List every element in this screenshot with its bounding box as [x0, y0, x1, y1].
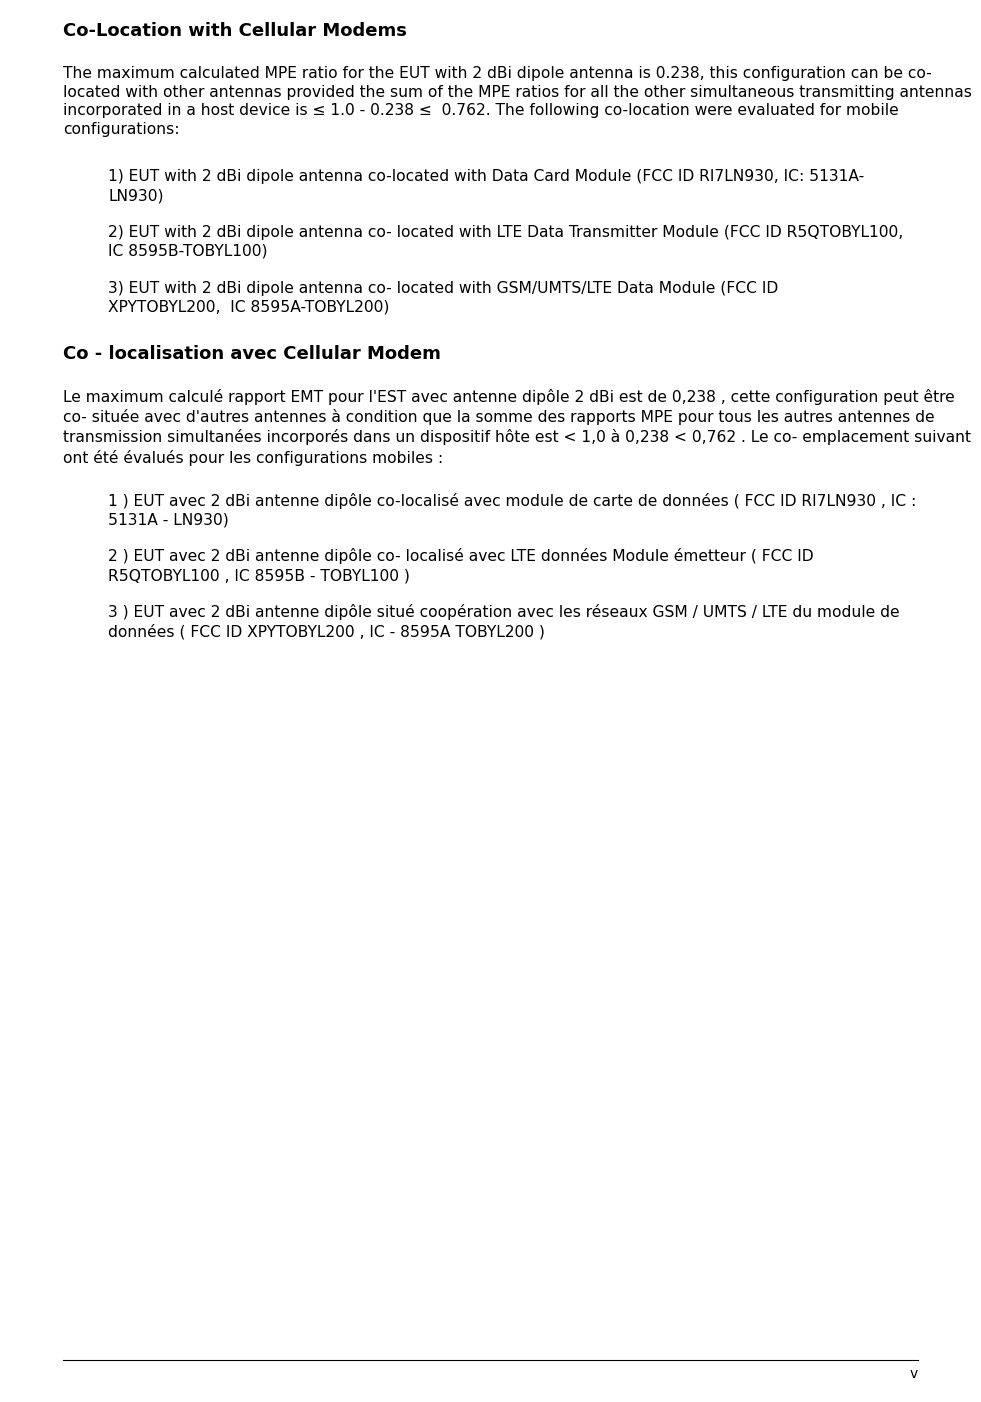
Text: 2 ) EUT avec 2 dBi antenne dipôle co- localisé avec LTE données Module émetteur : 2 ) EUT avec 2 dBi antenne dipôle co- lo…	[108, 548, 813, 583]
Text: Co-Location with Cellular Modems: Co-Location with Cellular Modems	[63, 22, 407, 41]
Text: 1 ) EUT avec 2 dBi antenne dipôle co-localisé avec module de carte de données ( : 1 ) EUT avec 2 dBi antenne dipôle co-loc…	[108, 492, 916, 527]
Text: 3 ) EUT avec 2 dBi antenne dipôle situé coopération avec les réseaux GSM / UMTS : 3 ) EUT avec 2 dBi antenne dipôle situé …	[108, 604, 900, 639]
Text: v: v	[909, 1367, 918, 1381]
Text: 2) EUT with 2 dBi dipole antenna co- located with LTE Data Transmitter Module (F: 2) EUT with 2 dBi dipole antenna co- loc…	[108, 226, 904, 259]
Text: 3) EUT with 2 dBi dipole antenna co- located with GSM/UMTS/LTE Data Module (FCC : 3) EUT with 2 dBi dipole antenna co- loc…	[108, 280, 778, 315]
Text: Le maximum calculé rapport EMT pour l'EST avec antenne dipôle 2 dBi est de 0,238: Le maximum calculé rapport EMT pour l'ES…	[63, 390, 971, 465]
Text: 1) EUT with 2 dBi dipole antenna co-located with Data Card Module (FCC ID RI7LN9: 1) EUT with 2 dBi dipole antenna co-loca…	[108, 170, 864, 203]
Text: Co - localisation avec Cellular Modem: Co - localisation avec Cellular Modem	[63, 345, 440, 363]
Text: The maximum calculated MPE ratio for the EUT with 2 dBi dipole antenna is 0.238,: The maximum calculated MPE ratio for the…	[63, 66, 972, 137]
